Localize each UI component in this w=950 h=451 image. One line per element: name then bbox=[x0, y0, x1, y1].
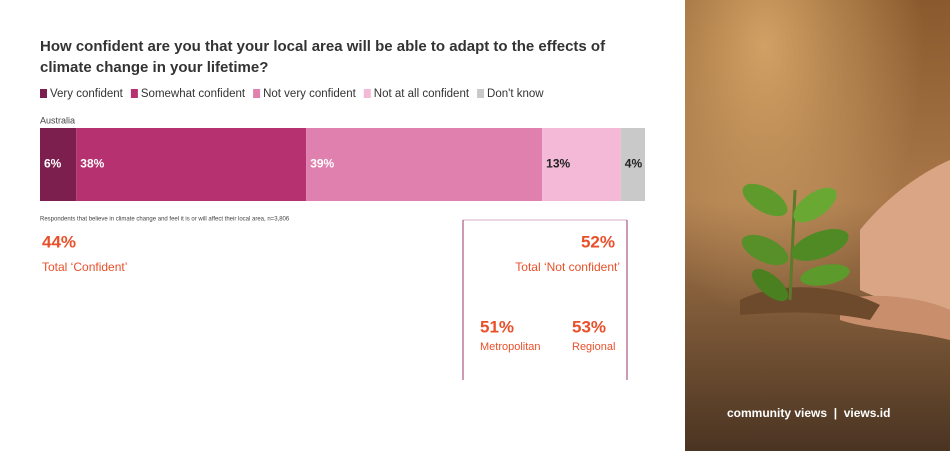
bar-segment bbox=[76, 128, 307, 201]
note: Respondents that believe in climate chan… bbox=[40, 217, 290, 223]
data-label: 39% bbox=[310, 157, 334, 171]
annotation: 44% bbox=[42, 232, 76, 251]
annotation: Metropolitan bbox=[480, 341, 541, 353]
data-label: 6% bbox=[44, 157, 62, 171]
annotation: 51% bbox=[480, 317, 514, 336]
footer: community views | views.id bbox=[727, 406, 890, 420]
legend-label: Don't know bbox=[487, 88, 544, 100]
legend-swatch bbox=[363, 89, 371, 98]
annotation: 53% bbox=[572, 317, 606, 336]
category-label: Australia bbox=[40, 115, 75, 125]
annotation: 52% bbox=[581, 232, 615, 251]
annotation: Total ‘Confident’ bbox=[42, 260, 127, 274]
legend-label: Very confident bbox=[50, 88, 124, 100]
chart-title: How confident are you that your local ar… bbox=[40, 38, 606, 55]
bar-segment bbox=[620, 128, 645, 201]
data-label: 13% bbox=[546, 157, 570, 171]
legend-swatch bbox=[253, 89, 261, 98]
data-label: 38% bbox=[80, 157, 104, 171]
legend-label: Somewhat confident bbox=[141, 88, 246, 100]
bar-segment bbox=[40, 128, 77, 201]
legend-label: Not very confident bbox=[263, 88, 356, 100]
legend-swatch bbox=[477, 89, 485, 98]
data-label: 4% bbox=[625, 157, 643, 171]
legend-label: Not at all confident bbox=[374, 88, 470, 100]
chart-title: climate change in your lifetime? bbox=[40, 59, 268, 76]
legend-swatch bbox=[40, 89, 47, 98]
callout-box bbox=[462, 219, 628, 380]
bar-segment bbox=[306, 128, 543, 201]
legend-swatch bbox=[130, 89, 138, 98]
annotation: Total ‘Not confident’ bbox=[515, 260, 620, 274]
bar-segment bbox=[542, 128, 621, 201]
photo bbox=[685, 0, 950, 451]
annotation: Regional bbox=[572, 341, 615, 353]
